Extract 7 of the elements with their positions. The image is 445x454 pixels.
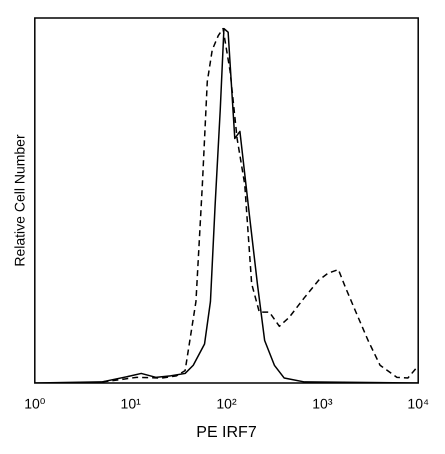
x-tick-label: 10⁴ (407, 395, 430, 412)
x-tick-label: 10⁰ (24, 395, 46, 412)
y-axis-title: Relative Cell Number (11, 134, 28, 267)
x-axis-title: PE IRF7 (196, 424, 257, 441)
x-tick-label: 10² (216, 395, 237, 412)
x-tick-label: 10³ (312, 395, 333, 412)
x-tick-label: 10¹ (120, 395, 142, 412)
